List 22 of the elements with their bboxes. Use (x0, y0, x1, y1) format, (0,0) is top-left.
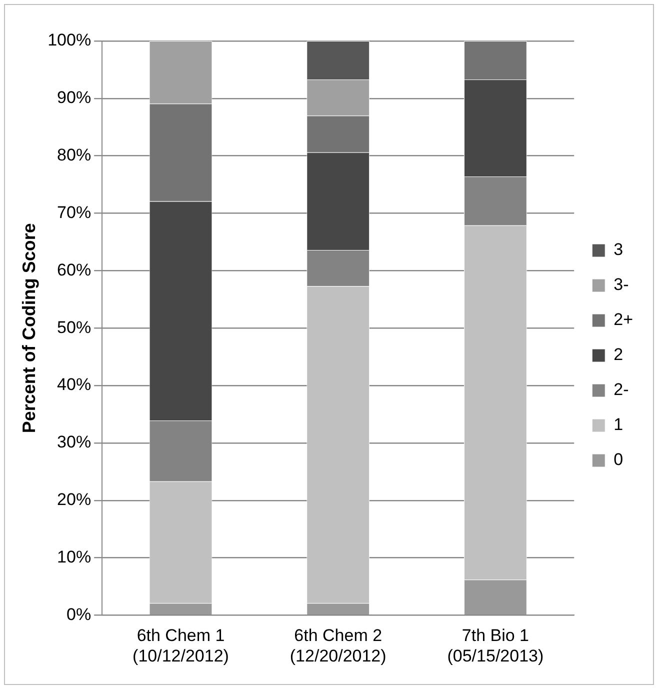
legend-label: 1 (614, 415, 624, 434)
y-tick-label: 20% (57, 490, 92, 510)
legend-label: 0 (614, 450, 624, 470)
y-tick-label: 70% (57, 202, 92, 222)
y-tick-label: 80% (57, 146, 92, 165)
x-tick-label: 6th Chem 1 (10/12/2012) (132, 626, 229, 666)
y-tick-label: 100% (48, 30, 92, 50)
legend-label: 3- (614, 275, 629, 294)
y-tick-label: 90% (57, 88, 92, 108)
legend-label: 2+ (614, 310, 634, 330)
legend-label: 3 (614, 240, 624, 260)
y-tick-label: 50% (57, 318, 92, 337)
x-tick-label: 6th Chem 2 (12/20/2012) (290, 626, 386, 666)
y-tick-label: 40% (57, 375, 92, 394)
legend-label: 2 (614, 345, 624, 364)
y-tick-label: 60% (57, 260, 92, 280)
x-tick-label: 7th Bio 1 (05/15/2013) (447, 626, 544, 666)
y-tick-label: 30% (57, 432, 92, 452)
y-tick-label: 0% (66, 604, 92, 624)
legend-label: 2- (614, 380, 629, 400)
y-axis-title: Percent of Coding Score (18, 223, 39, 434)
y-tick-label: 10% (57, 547, 92, 566)
